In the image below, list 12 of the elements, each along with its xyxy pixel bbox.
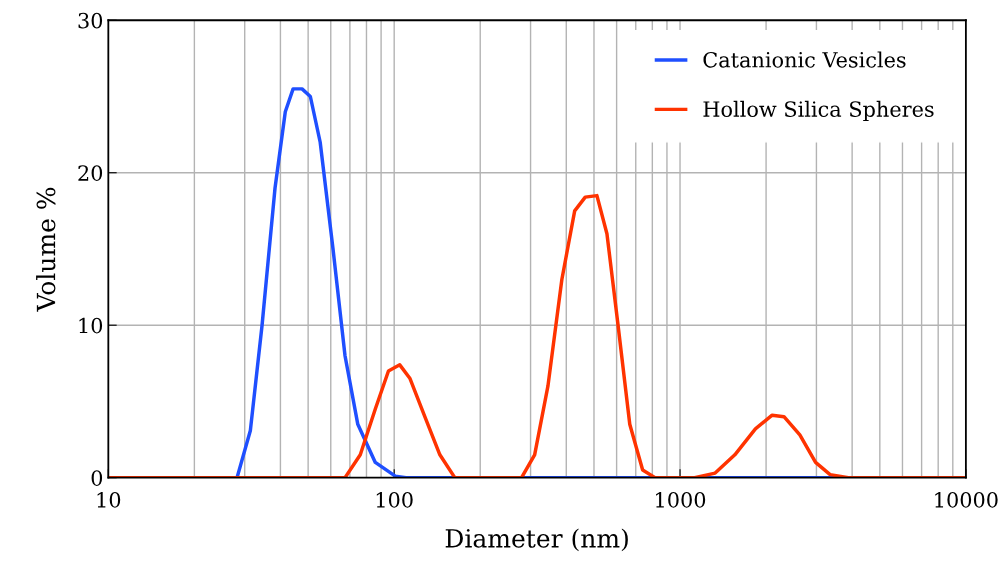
y-tick-label: 10 bbox=[79, 317, 103, 334]
x-tick-label: 100 bbox=[376, 491, 413, 508]
y-tick-label: 30 bbox=[78, 12, 103, 29]
y-axis-title: Volume % bbox=[36, 187, 56, 312]
x-tick-label: 1000 bbox=[656, 491, 706, 508]
x-tick-label: 10 bbox=[97, 491, 121, 508]
legend-label: Hollow Silica Spheres bbox=[703, 100, 934, 122]
x-tick-label: 10000 bbox=[935, 491, 998, 508]
x-axis-title: Diameter (nm) bbox=[445, 528, 628, 552]
legend-label: Catanionic Vesicles bbox=[703, 51, 906, 68]
y-tick-label: 0 bbox=[91, 470, 103, 486]
y-tick-label: 20 bbox=[78, 165, 103, 181]
